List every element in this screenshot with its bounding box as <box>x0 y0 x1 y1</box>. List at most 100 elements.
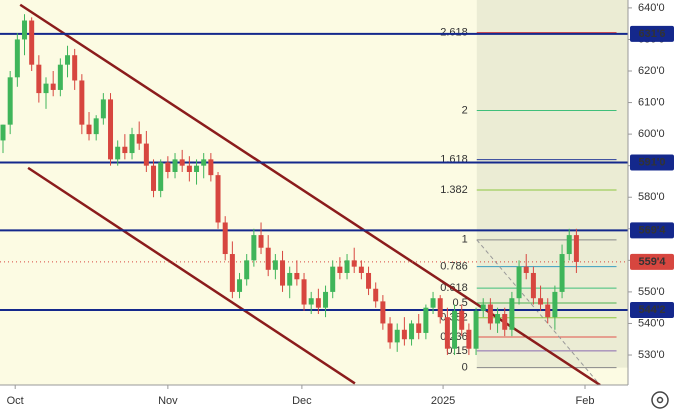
last-price-label: 559'4 <box>638 256 666 268</box>
axes: 530'0540'0550'0560'0570'0580'0590'0600'0… <box>7 2 674 407</box>
price-line-box <box>630 25 674 42</box>
candle-body <box>93 118 99 135</box>
settings-icon[interactable] <box>651 391 669 409</box>
price-line-label: 544'2 <box>638 304 665 316</box>
candle-body <box>323 291 329 308</box>
candle-body <box>559 254 565 292</box>
candle-body <box>251 235 257 261</box>
candle-body <box>136 134 142 144</box>
price-line-box <box>630 222 674 239</box>
candle-body <box>452 310 458 349</box>
candle-body <box>401 329 407 340</box>
candle-body <box>108 99 114 160</box>
candle-body <box>545 304 551 318</box>
candle-body <box>466 329 472 349</box>
candle-body <box>158 162 164 191</box>
candle-body <box>373 288 379 302</box>
candle-body <box>566 235 572 255</box>
candle-body <box>143 143 149 166</box>
candle-body <box>201 159 207 166</box>
price-line-label: 631'6 <box>638 28 665 40</box>
last-price-box <box>630 253 674 270</box>
candle-body <box>7 77 13 125</box>
price-line-label: 591'0 <box>638 156 665 168</box>
candle-body <box>423 307 429 333</box>
candle-body <box>258 235 264 248</box>
fib-level-label: 2 <box>462 104 468 116</box>
candle-body <box>72 55 78 81</box>
candle-body <box>530 272 536 299</box>
candle-body <box>265 247 271 270</box>
candle-body <box>416 323 422 333</box>
candle-body <box>358 266 364 273</box>
candle-body <box>179 159 185 166</box>
settings-icon-center[interactable] <box>656 396 664 404</box>
candle-body <box>194 165 200 172</box>
candle-body <box>552 291 558 318</box>
fib-level-label: 1.382 <box>440 184 468 196</box>
candle-body <box>523 266 529 273</box>
candle-body <box>50 83 56 90</box>
candle-body <box>14 39 20 78</box>
candle-body <box>315 298 321 308</box>
candle-body <box>237 279 243 292</box>
candle-body <box>502 313 508 330</box>
candle-body <box>473 310 479 349</box>
candle-body <box>22 20 28 40</box>
y-tick-label: 540'0 <box>638 317 665 329</box>
x-tick-label: Dec <box>292 395 312 407</box>
candle-body <box>301 279 307 305</box>
fib-level-label: 0.15 <box>446 345 467 357</box>
candle-body <box>330 266 336 292</box>
price-line-box <box>630 302 674 319</box>
candle-body <box>287 272 293 286</box>
candle-body <box>516 266 522 299</box>
candle-body <box>165 162 171 172</box>
trendline <box>27 166 356 385</box>
settings-button[interactable] <box>651 391 669 409</box>
candle-body <box>100 99 106 119</box>
fib-level-label: 0 <box>462 362 468 374</box>
candle-body <box>172 159 178 172</box>
candle-body <box>79 80 85 125</box>
candle-body <box>430 298 436 308</box>
fib-diagonal <box>476 239 601 386</box>
fib-level-label: 1.618 <box>440 154 468 166</box>
x-tick-label: Feb <box>576 395 595 407</box>
candle-body <box>480 304 486 311</box>
candle-body <box>344 260 350 273</box>
candle-body <box>57 64 63 90</box>
candle-body <box>43 83 49 94</box>
y-tick-label: 610'0 <box>638 96 665 108</box>
candle-body <box>29 20 35 65</box>
y-tick-label: 580'0 <box>638 191 665 203</box>
candle-body <box>459 310 465 330</box>
candle-body <box>215 175 221 223</box>
candle-body <box>272 260 278 270</box>
candle-body <box>186 165 192 172</box>
x-tick-label: Oct <box>7 395 24 407</box>
candle-body <box>294 272 300 280</box>
candle-body <box>573 235 579 262</box>
candle-body <box>409 323 415 340</box>
candle-body <box>366 272 372 289</box>
fib-level-label: 0.786 <box>440 261 468 273</box>
price-line-label: 569'4 <box>638 224 666 236</box>
y-tick-label: 600'0 <box>638 128 665 140</box>
candle-body <box>151 165 157 191</box>
candle-body <box>337 266 343 273</box>
fib-level-label: 2.618 <box>440 26 468 38</box>
candle-body <box>222 222 228 255</box>
candle-body <box>229 254 235 292</box>
candle-body <box>509 298 515 330</box>
y-axis-panel <box>628 0 680 415</box>
candle-body <box>65 55 71 65</box>
fib-level-label: 1 <box>462 234 468 246</box>
candle-body <box>487 304 493 324</box>
plot: 2.61821.6181.38210.7860.6180.50.3820.236… <box>0 0 628 387</box>
candle-body <box>351 260 357 267</box>
candle-body <box>387 323 393 343</box>
candle-body <box>394 329 400 343</box>
